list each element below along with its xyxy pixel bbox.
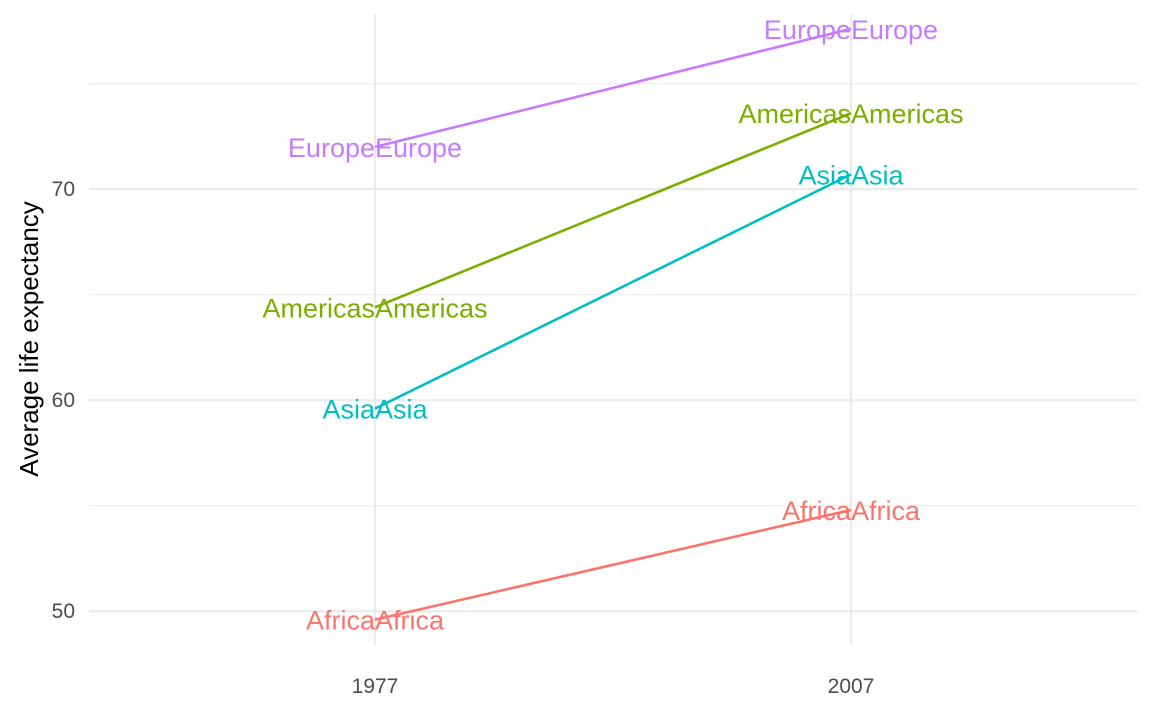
series-line-africa [374,508,852,621]
data-label-europe: EuropeEurope [764,15,938,45]
series-lines [374,27,852,621]
data-label-europe: EuropeEurope [288,133,462,163]
data-label-africa: AfricaAfrica [306,606,445,636]
y-tick-label: 50 [52,600,75,623]
series-line-americas [374,111,852,309]
series-line-asia [374,173,852,410]
y-tick-label: 60 [52,389,75,412]
data-label-americas: AmericasAmericas [262,293,487,323]
data-label-americas: AmericasAmericas [738,99,963,129]
series-line-europe [374,27,852,149]
data-label-asia: AsiaAsia [798,160,904,190]
data-label-africa: AfricaAfrica [782,496,921,526]
x-tick-label: 2007 [828,675,875,698]
y-tick-label: 70 [52,178,75,201]
series-labels: AfricaAfrica AfricaAfrica AmericasAmericas… [262,15,963,636]
gridlines [89,14,1138,645]
y-axis-title: Average life expectancy [14,201,44,477]
x-tick-label: 1977 [352,675,399,698]
x-axis-tick-labels: 1977 2007 [352,675,875,698]
y-axis-tick-labels: 50 60 70 [52,178,75,623]
data-label-asia: AsiaAsia [322,395,428,425]
